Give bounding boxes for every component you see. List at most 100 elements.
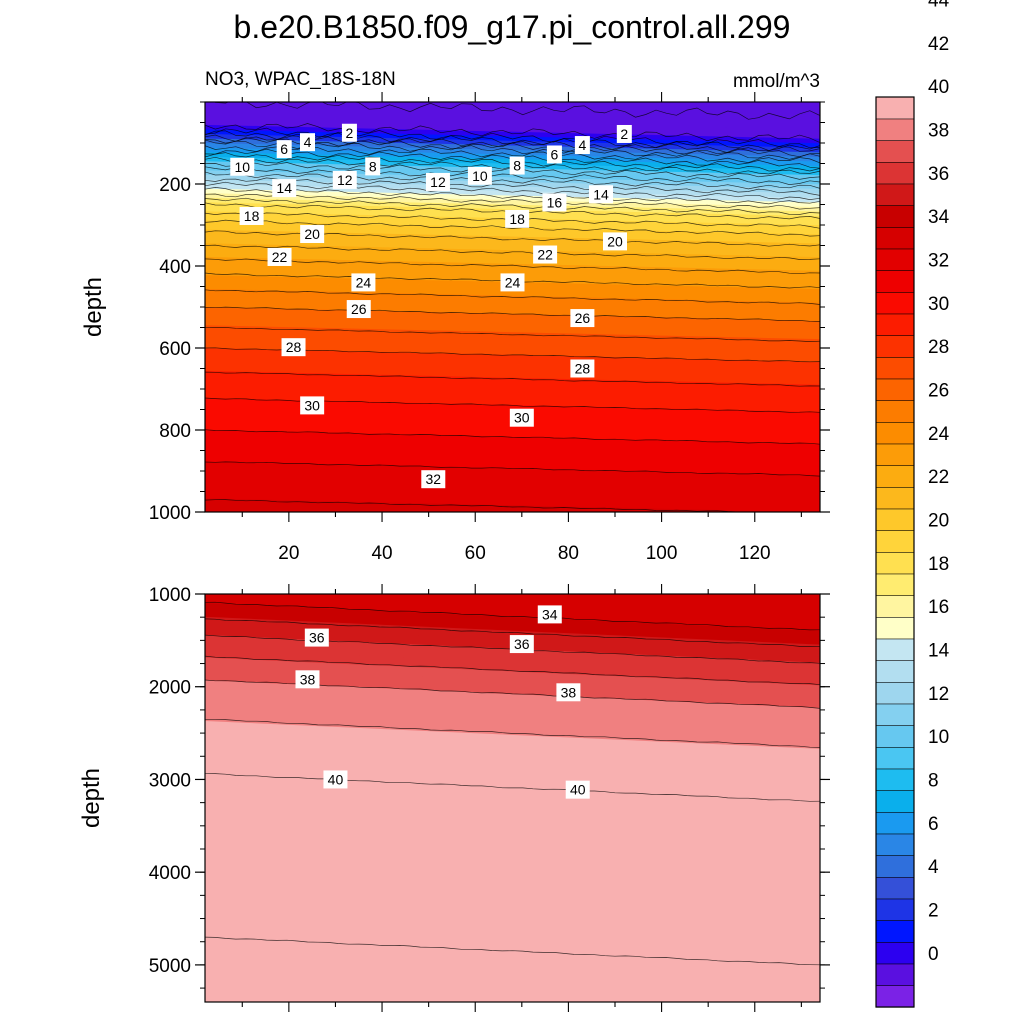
contour-band — [205, 225, 820, 245]
contour-band — [205, 893, 820, 927]
contour-line — [205, 258, 820, 275]
contour-band — [205, 820, 820, 854]
contour-band — [205, 952, 820, 986]
contour-band — [205, 829, 820, 863]
contour-label-box — [230, 157, 255, 176]
contour-band — [205, 316, 820, 336]
contour-label: 16 — [542, 193, 567, 212]
contour-label: 36 — [509, 635, 534, 654]
x-tick-label: 20 — [278, 543, 299, 564]
colorbar-box — [875, 356, 915, 380]
contour-band — [205, 752, 820, 786]
contour-label-text: 4 — [578, 137, 586, 153]
y-tick-label: 2000 — [149, 678, 191, 699]
contour-band — [205, 348, 820, 368]
contour-band — [205, 616, 820, 650]
contour-label-text: 40 — [570, 782, 586, 798]
contour-label-box — [603, 232, 627, 251]
contour-line — [205, 936, 820, 966]
contour-label-box — [272, 179, 297, 198]
colorbar-box — [875, 226, 915, 250]
colorbar-box — [875, 660, 915, 683]
contour-label: 20 — [603, 232, 627, 251]
contour-line — [205, 197, 820, 215]
contour-band — [205, 779, 820, 814]
colorbar-box — [875, 248, 915, 271]
contour-band — [205, 983, 604, 1002]
colorbar-box — [875, 703, 915, 726]
colorbar-box — [875, 898, 915, 921]
contour-label-text: 18 — [509, 211, 525, 227]
y-tick-label: 400 — [159, 257, 191, 278]
colorbar-box — [875, 551, 915, 575]
contour-band — [205, 925, 820, 959]
contour-line — [205, 219, 820, 237]
contour-label-box — [323, 770, 348, 789]
contour-band — [205, 906, 820, 941]
contour-line — [205, 123, 820, 143]
contour-band — [205, 471, 820, 491]
contour-line — [213, 102, 820, 120]
contour-band — [205, 439, 820, 459]
contour-label-text: 6 — [280, 141, 288, 157]
contour-band — [205, 988, 504, 1002]
colorbar-label: 0 — [928, 944, 939, 965]
contour-band — [205, 888, 820, 922]
contour-band — [205, 671, 820, 705]
contour-band — [205, 234, 820, 254]
contour-band — [205, 707, 820, 741]
contour-label: 30 — [509, 408, 534, 427]
contour-band — [205, 825, 820, 859]
colorbar-box — [875, 573, 915, 596]
contour-line — [205, 499, 762, 512]
contour-label-box — [500, 273, 525, 292]
contour-field: 34 36 36 38 38 40 40 — [205, 594, 820, 1002]
contour-label-text: 14 — [276, 180, 292, 196]
contour-label-box — [276, 140, 292, 159]
contour-band — [205, 662, 820, 696]
contour-label-box — [351, 273, 376, 292]
contour-band — [205, 361, 820, 381]
contour-band — [205, 398, 820, 418]
contour-band — [205, 507, 405, 512]
colorbar-box — [875, 920, 915, 943]
contour-label: 38 — [556, 683, 581, 702]
colorbar-box — [875, 335, 915, 358]
contour-band — [205, 702, 820, 737]
x-tick-label: 40 — [371, 543, 392, 564]
contour-band — [205, 133, 820, 154]
colorbar-box — [875, 291, 915, 315]
colorbar-label: 4 — [928, 857, 939, 878]
contour-band — [205, 802, 820, 836]
contour-band — [205, 461, 820, 482]
contour-label-text: 10 — [472, 168, 488, 184]
contour-band — [205, 748, 820, 782]
colorbar-box — [875, 205, 915, 228]
contour-label-text: 20 — [304, 226, 320, 242]
colorbar-label: 40 — [928, 77, 949, 98]
contour-label: 38 — [295, 670, 320, 689]
contour-label-text: 36 — [514, 636, 530, 652]
colorbar-label: 32 — [928, 251, 949, 272]
contour-band — [205, 884, 820, 918]
contour-band — [205, 911, 820, 945]
contour-label-text: 38 — [300, 671, 316, 687]
colorbar-label: 14 — [928, 641, 950, 662]
y-tick-label: 200 — [159, 175, 191, 196]
contour-label: 40 — [565, 780, 590, 799]
colorbar-label: 42 — [928, 34, 949, 55]
figure-title: b.e20.B1850.f09_g17.pi_control.all.299 — [234, 9, 791, 45]
contour-band — [205, 793, 820, 827]
contour-band — [205, 170, 820, 190]
colorbar-frame — [875, 96, 915, 1008]
contour-band — [205, 379, 820, 400]
colorbar-label: 34 — [928, 207, 950, 228]
contour-band — [205, 243, 820, 263]
contour-line — [205, 655, 820, 686]
contour-label-box — [570, 359, 595, 378]
contour-band — [205, 106, 820, 126]
contour-line — [205, 461, 820, 477]
contour-label-text: 12 — [337, 172, 353, 188]
contour-band — [205, 798, 820, 832]
